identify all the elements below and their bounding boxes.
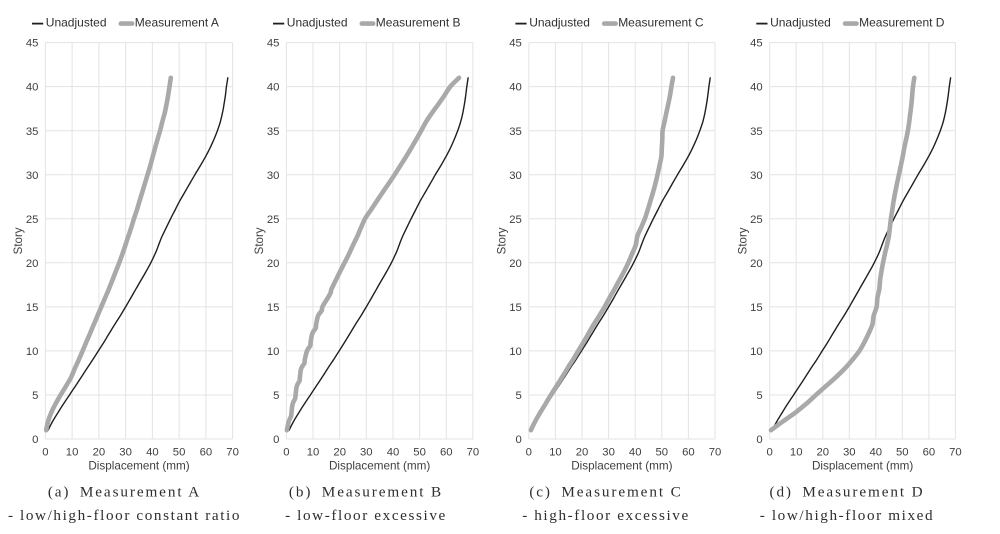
svg-text:20: 20 [576,447,589,459]
svg-text:20: 20 [267,258,280,270]
svg-text:35: 35 [509,126,522,138]
svg-text:35: 35 [267,126,280,138]
svg-text:20: 20 [26,258,39,270]
svg-text:(c) Measurement C: (c) Measurement C [529,483,682,500]
svg-text:40: 40 [26,82,39,94]
svg-text:10: 10 [750,346,763,358]
svg-text:10: 10 [66,447,79,459]
svg-text:0: 0 [42,447,48,459]
svg-text:30: 30 [119,447,132,459]
svg-text:30: 30 [843,447,856,459]
svg-text:40: 40 [387,447,400,459]
svg-text:0: 0 [283,447,289,459]
svg-text:60: 60 [923,447,936,459]
svg-text:70: 70 [226,447,239,459]
svg-text:45: 45 [509,38,522,50]
svg-text:10: 10 [307,447,320,459]
svg-text:25: 25 [750,214,763,226]
svg-text:Displacement (mm): Displacement (mm) [88,460,189,473]
svg-text:15: 15 [509,302,522,314]
svg-text:20: 20 [750,258,763,270]
svg-text:Unadjusted: Unadjusted [770,15,831,29]
svg-text:45: 45 [267,38,280,50]
svg-text:60: 60 [682,447,695,459]
svg-text:30: 30 [750,170,763,182]
svg-text:Measurement D: Measurement D [859,15,945,29]
svg-text:(d) Measurement D: (d) Measurement D [769,483,924,500]
svg-text:5: 5 [756,390,762,402]
svg-text:15: 15 [750,302,763,314]
svg-text:25: 25 [509,214,522,226]
svg-text:Story: Story [738,227,750,254]
svg-text:5: 5 [516,390,522,402]
svg-text:0: 0 [526,447,532,459]
svg-text:35: 35 [26,126,39,138]
svg-text:(a) Measurement A: (a) Measurement A [48,483,201,500]
svg-text:Story: Story [497,227,509,254]
svg-text:25: 25 [267,214,280,226]
svg-text:30: 30 [360,447,373,459]
svg-text:40: 40 [146,447,159,459]
svg-text:20: 20 [93,447,106,459]
svg-text:Story: Story [13,227,25,254]
svg-text:0: 0 [516,434,522,446]
svg-text:50: 50 [896,447,909,459]
svg-text:(b) Measurement B: (b) Measurement B [289,483,443,500]
svg-text:10: 10 [549,447,562,459]
svg-text:Unadjusted: Unadjusted [287,15,348,29]
svg-text:45: 45 [26,38,39,50]
svg-text:- low/high-floor constant rati: - low/high-floor constant ratio [8,507,241,524]
svg-text:40: 40 [629,447,642,459]
svg-text:Story: Story [254,227,266,254]
svg-text:40: 40 [267,82,280,94]
svg-text:0: 0 [273,434,279,446]
svg-text:5: 5 [273,390,279,402]
svg-text:- low/high-floor mixed: - low/high-floor mixed [760,507,934,524]
svg-text:15: 15 [26,302,39,314]
svg-text:70: 70 [467,447,480,459]
svg-text:25: 25 [26,214,39,226]
svg-text:30: 30 [602,447,615,459]
svg-text:Measurement B: Measurement B [376,15,461,29]
svg-text:15: 15 [267,302,280,314]
svg-text:60: 60 [440,447,453,459]
svg-text:0: 0 [767,447,773,459]
svg-text:Unadjusted: Unadjusted [529,15,590,29]
svg-text:20: 20 [817,447,830,459]
svg-text:50: 50 [173,447,186,459]
svg-text:60: 60 [200,447,213,459]
svg-text:Displacement (mm): Displacement (mm) [571,460,672,473]
svg-text:0: 0 [756,434,762,446]
svg-text:0: 0 [32,434,38,446]
svg-text:20: 20 [333,447,346,459]
svg-text:40: 40 [509,82,522,94]
svg-text:10: 10 [509,346,522,358]
svg-text:Displacement (mm): Displacement (mm) [329,460,430,473]
svg-text:Measurement A: Measurement A [135,15,219,29]
svg-text:50: 50 [656,447,669,459]
svg-text:20: 20 [509,258,522,270]
svg-text:Unadjusted: Unadjusted [46,15,107,29]
svg-text:45: 45 [750,38,763,50]
svg-text:- low-floor excessive: - low-floor excessive [285,507,447,524]
svg-text:35: 35 [750,126,763,138]
svg-text:5: 5 [32,390,38,402]
svg-text:Displacement (mm): Displacement (mm) [812,460,913,473]
svg-text:10: 10 [790,447,803,459]
svg-text:30: 30 [267,170,280,182]
svg-text:30: 30 [26,170,39,182]
svg-text:30: 30 [509,170,522,182]
svg-text:70: 70 [709,447,722,459]
svg-text:40: 40 [870,447,883,459]
svg-text:Measurement C: Measurement C [618,15,704,29]
svg-text:10: 10 [26,346,39,358]
svg-text:50: 50 [413,447,426,459]
svg-text:10: 10 [267,346,280,358]
svg-text:- high-floor excessive: - high-floor excessive [522,507,690,524]
svg-text:40: 40 [750,82,763,94]
svg-text:70: 70 [949,447,962,459]
